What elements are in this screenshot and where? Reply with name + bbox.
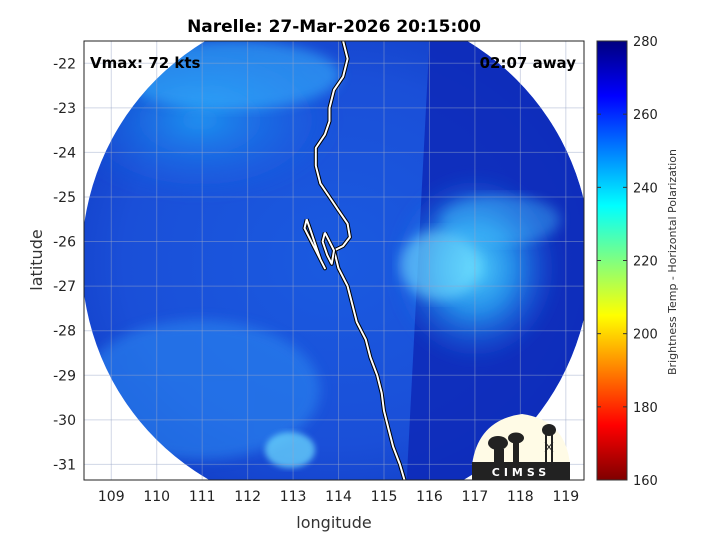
cimss-logo-dish-stand — [513, 442, 519, 462]
x-tick-label: 111 — [189, 489, 216, 505]
cimss-logo-tower-legs — [545, 434, 547, 462]
x-tick-label: 117 — [462, 489, 489, 505]
x-tick-label: 110 — [143, 489, 170, 505]
y-tick-label: -29 — [53, 368, 76, 384]
y-tick-label: -22 — [53, 56, 76, 72]
colorbar: 160 180 200 220 240 260 280 Brightness Temp - … — [596, 35, 679, 489]
y-tick-label: -23 — [53, 101, 76, 117]
map-axes-border — [83, 40, 585, 481]
cimss-logo-dish-stand — [494, 449, 504, 462]
cimss-logo-dish-icon — [488, 436, 508, 450]
x-tick-label: 118 — [507, 489, 534, 505]
shark-bay-coast — [303, 218, 326, 270]
y-axis-label: latitude — [27, 229, 46, 290]
x-tick-label: 109 — [98, 489, 125, 505]
time-away-annotation: 02:07 away — [480, 54, 577, 72]
y-tick-label: -24 — [53, 145, 76, 161]
swath-storm-band — [440, 195, 560, 245]
colorbar-tick-label: 260 — [633, 108, 658, 123]
cimss-logo-tower-brace — [544, 441, 554, 453]
cimss-logo-tower-icon — [542, 424, 556, 436]
coastline-group — [302, 41, 407, 480]
colorbar-tick-label: 240 — [633, 181, 658, 196]
colorbar-tick-label: 220 — [633, 255, 658, 270]
swath-storm-bright-center — [400, 230, 480, 300]
colorbar-tick-label: 280 — [633, 35, 658, 50]
colorbar-tick-label: 160 — [633, 474, 658, 489]
x-tick-label: 119 — [552, 489, 579, 505]
y-tick-label: -28 — [53, 324, 76, 340]
cimss-logo-tower-legs — [551, 434, 553, 462]
swath-south-bright-spot — [265, 432, 315, 468]
cimss-logo-dish-icon — [508, 432, 524, 444]
cimss-logo-text: CIMSS — [492, 466, 550, 479]
cimss-logo: CIMSS — [472, 414, 570, 480]
colorbar-scale — [596, 40, 628, 481]
coastline — [314, 41, 406, 480]
y-tick-label: -25 — [53, 190, 76, 206]
vmax-annotation: Vmax: 72 kts — [90, 54, 200, 72]
colorbar-ticks: 160 180 200 220 240 260 280 — [597, 35, 658, 489]
x-tick-label: 116 — [416, 489, 443, 505]
colorbar-tick-label: 180 — [633, 401, 658, 416]
cimss-logo-band — [472, 462, 570, 480]
figure-title: Narelle: 27-Mar-2026 20:15:00 — [187, 17, 481, 37]
x-tick-label: 114 — [325, 489, 352, 505]
y-tick-label: -30 — [53, 413, 76, 429]
colorbar-label: Brightness Temp - Horizontal Polarizatio… — [666, 149, 679, 375]
x-axis-label: longitude — [296, 513, 371, 532]
y-tick-label: -27 — [53, 279, 76, 295]
y-tick-label: -31 — [53, 457, 76, 473]
x-tick-label: 113 — [280, 489, 307, 505]
x-axis-ticks: 109 110 111 112 113 114 115 116 117 118 119 — [98, 489, 579, 505]
x-tick-label: 112 — [234, 489, 261, 505]
colorbar-tick-label: 200 — [633, 328, 658, 343]
y-axis-ticks: -22 -23 -24 -25 -26 -27 -28 -29 -30 -31 — [53, 56, 76, 473]
x-tick-label: 115 — [371, 489, 398, 505]
y-tick-label: -26 — [53, 235, 76, 251]
peron-peninsula-coast — [321, 232, 335, 265]
